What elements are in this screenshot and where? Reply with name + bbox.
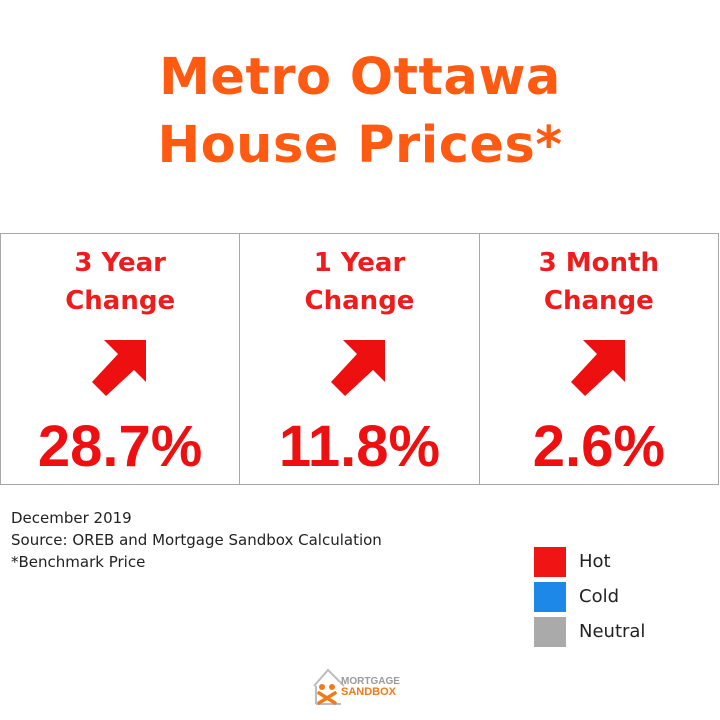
legend-label: Cold (579, 586, 620, 607)
legend: Hot Cold Neutral (534, 544, 645, 649)
panel-title: 3 Month Change (480, 244, 718, 320)
change-value: 28.7% (37, 414, 203, 479)
legend-swatch (534, 616, 566, 647)
title-line-2: House Prices* (157, 116, 563, 175)
panel-1-year-change: 1 Year Change 11.8% (240, 234, 480, 484)
change-value: 2.6% (532, 414, 665, 479)
footnote: *Benchmark Price (11, 553, 146, 571)
legend-swatch (534, 581, 566, 612)
panel-title-line-1: 3 Month (538, 248, 659, 278)
page-title: Metro Ottawa House Prices* (0, 44, 720, 180)
panel-title: 3 Year Change (1, 244, 239, 320)
logo-text-line-2: SANDBOX (341, 686, 397, 698)
title-line-1: Metro Ottawa (159, 48, 561, 107)
panel-title-line-2: Change (304, 286, 415, 316)
mortgage-sandbox-logo: MORTGAGE SANDBOX (311, 664, 421, 708)
panel-title: 1 Year Change (240, 244, 478, 320)
panel-3-year-change: 3 Year Change 28.7% (1, 234, 241, 484)
legend-item-cold: Cold (534, 579, 645, 614)
panel-title-line-2: Change (65, 286, 176, 316)
panel-3-month-change: 3 Month Change 2.6% (480, 234, 718, 484)
change-panels: 3 Year Change 28.7% 1 Year Change 11.8% … (0, 233, 719, 485)
arrow-up-right-icon (331, 340, 386, 396)
legend-label: Neutral (579, 621, 646, 642)
logo-text-line-1: MORTGAGE (341, 676, 400, 687)
panel-title-line-1: 1 Year (313, 248, 406, 278)
source-note: Source: OREB and Mortgage Sandbox Calcul… (11, 531, 382, 549)
change-value: 11.8% (278, 414, 441, 479)
panel-title-line-2: Change (543, 286, 654, 316)
arrow-up-right-icon (92, 340, 147, 396)
logo-text: MORTGAGE SANDBOX (341, 676, 400, 698)
panel-title-line-1: 3 Year (74, 248, 166, 278)
legend-swatch (534, 546, 566, 577)
arrow-up-right-icon (570, 340, 625, 396)
notes: December 2019 Source: OREB and Mortgage … (11, 507, 382, 573)
house-logo-icon (313, 668, 345, 705)
date-note: December 2019 (11, 509, 132, 527)
legend-item-hot: Hot (534, 544, 645, 579)
legend-label: Hot (579, 551, 611, 572)
legend-item-neutral: Neutral (534, 614, 645, 649)
